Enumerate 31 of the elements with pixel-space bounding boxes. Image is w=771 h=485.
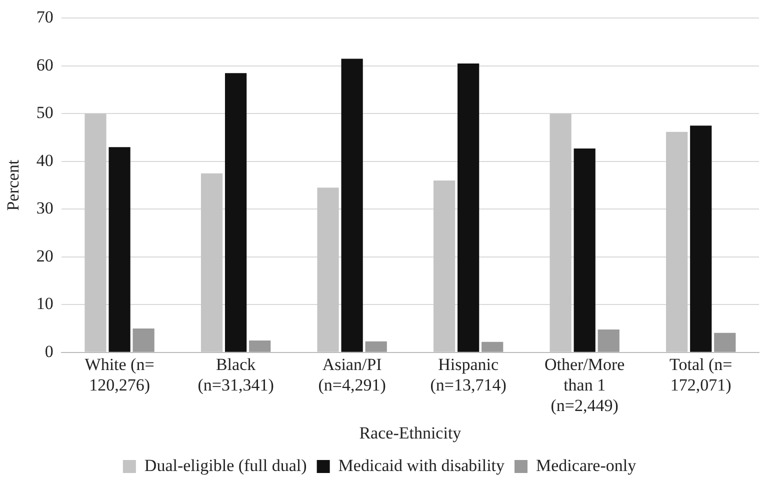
bar [108, 147, 130, 352]
x-tick-label: White (n= 120,276) [84, 355, 154, 394]
y-tick-label: 70 [36, 8, 54, 27]
x-tick-label: Other/More than 1 (n=2,449) [544, 355, 625, 415]
bar [690, 126, 712, 352]
bar [224, 73, 247, 352]
y-tick-label: 60 [36, 55, 54, 74]
bar [482, 342, 504, 352]
y-tick-label: 50 [36, 103, 54, 122]
x-tick-label: Total (n= 172,071) [670, 355, 732, 394]
y-axis-title: Percent [4, 160, 23, 211]
bar [598, 329, 620, 352]
x-axis-title: Race-Ethnicity [359, 423, 462, 442]
bar [341, 58, 363, 352]
legend-label: Medicaid with disability [338, 456, 506, 475]
bar [249, 340, 271, 352]
y-tick-label: 40 [36, 150, 54, 170]
x-tick-label: Asian/PI (n=4,291) [318, 355, 386, 394]
bar [365, 341, 387, 352]
y-tick-label: 0 [44, 342, 54, 361]
y-tick-label: 10 [36, 294, 54, 314]
x-tick-label: Hispanic (n=13,714) [430, 355, 506, 394]
legend-label: Dual-eligible (full dual) [144, 456, 307, 475]
bar [714, 332, 736, 352]
bar [132, 328, 154, 352]
bar [458, 64, 480, 352]
legend-label: Medicare-only [536, 456, 637, 475]
y-tick-label: 30 [36, 198, 54, 218]
y-tick-label: 20 [36, 246, 54, 266]
bar [574, 148, 596, 352]
x-tick-label: Black (n=31,341) [198, 355, 274, 394]
